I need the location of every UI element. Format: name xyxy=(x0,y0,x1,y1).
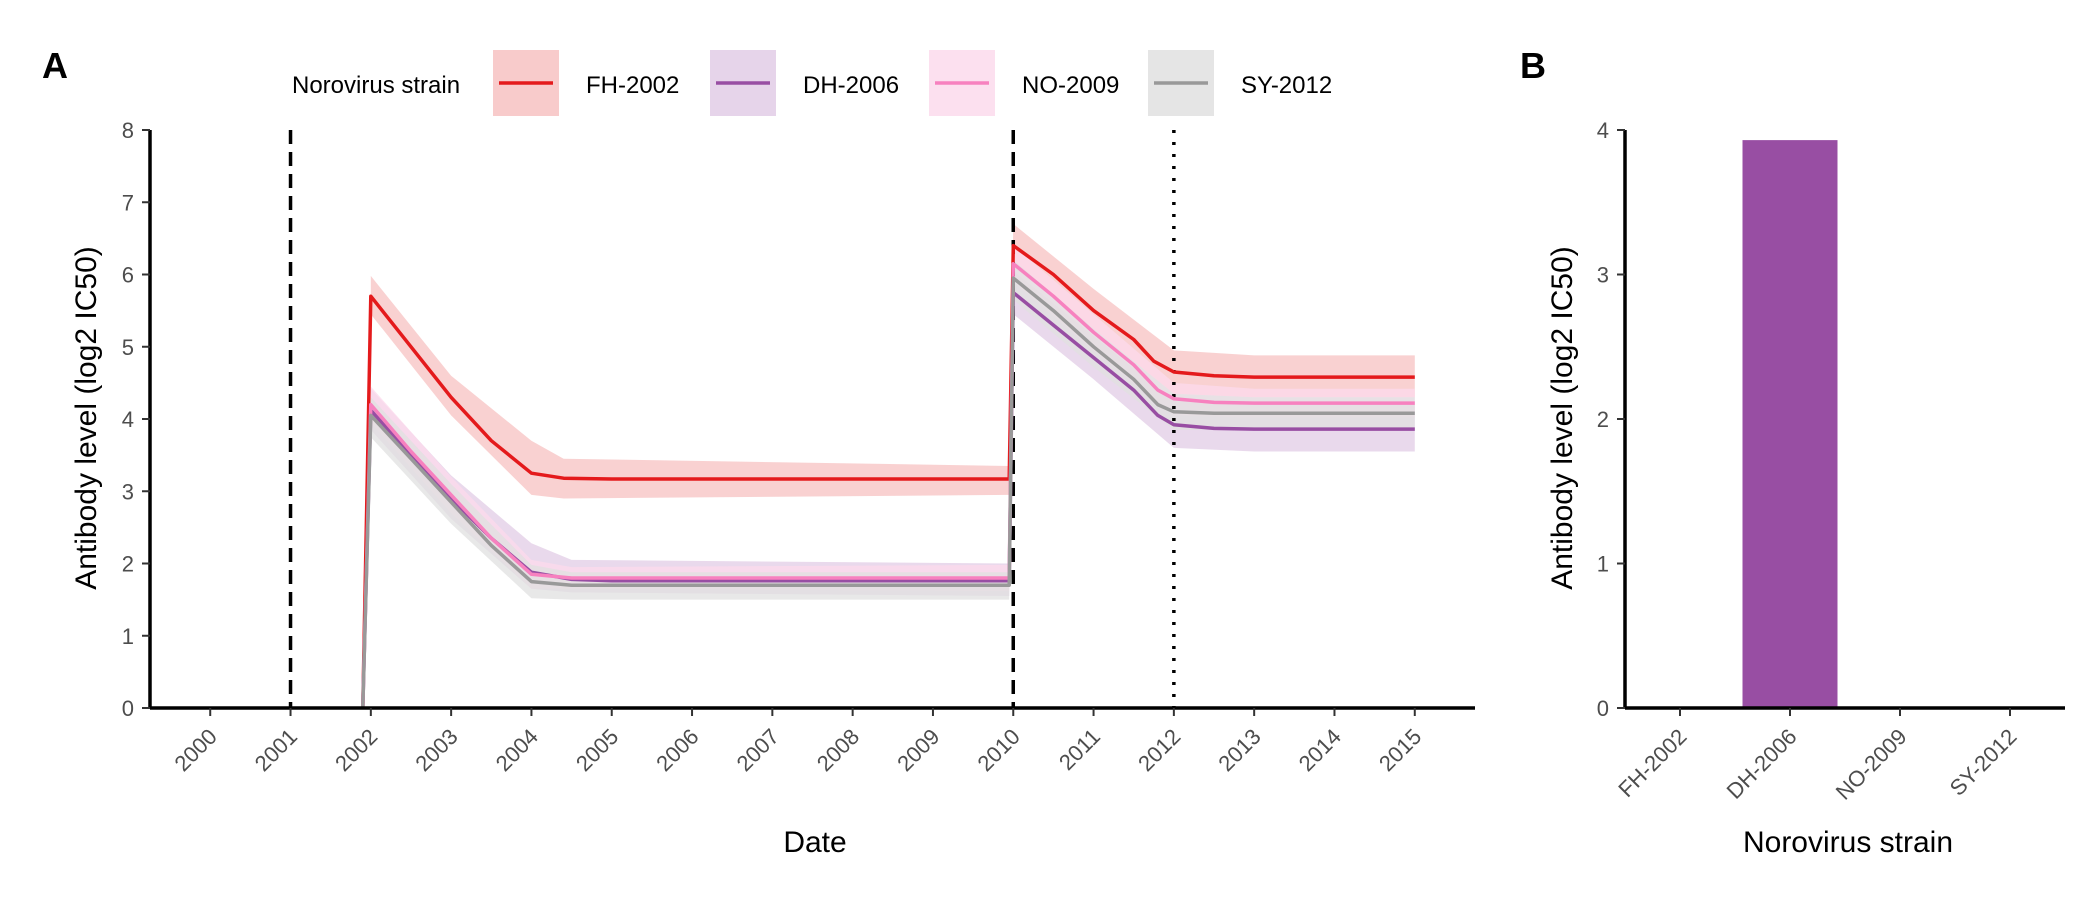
panel-a-label: A xyxy=(42,45,68,86)
x-tick-label: 2001 xyxy=(250,724,302,776)
legend-label-sy-2012: SY-2012 xyxy=(1241,72,1332,99)
y-tick-label: 7 xyxy=(122,190,134,215)
x-tick-label: 2014 xyxy=(1294,724,1346,776)
legend-label-no-2009: NO-2009 xyxy=(1022,72,1119,99)
legend-label-dh-2006: DH-2006 xyxy=(803,72,899,99)
x-tick-label: 2012 xyxy=(1133,724,1185,776)
y-tick-label: 6 xyxy=(122,263,134,288)
legend-label-fh-2002: FH-2002 xyxy=(586,72,679,99)
x-tick-label: 2004 xyxy=(491,724,543,776)
legend: Norovirus strain FH-2002 DH-2006 NO-2009 SY… xyxy=(292,50,1332,116)
y-tick-label: 4 xyxy=(122,407,134,432)
legend-title: Norovirus strain xyxy=(292,72,460,99)
y-tick-label: 1 xyxy=(122,624,134,649)
x-tick-label: NO-2009 xyxy=(1831,724,1912,805)
panel-b: B 0 1 2 3 4 FH-2002 DH-2006 NO-2009 SY-2012 Noro… xyxy=(1520,45,2065,859)
y-tick-label: 5 xyxy=(122,335,134,360)
panel-b-y-axis-title: Antibody level (log2 IC50) xyxy=(1546,246,1579,590)
y-tick-label: 2 xyxy=(122,552,134,577)
confidence-band-fh-2002 xyxy=(370,223,1415,499)
x-tick-label: 2009 xyxy=(892,724,944,776)
panel-b-x-axis-title: Norovirus strain xyxy=(1743,826,1953,859)
panel-b-bars xyxy=(1742,140,1838,709)
x-tick-label: 2005 xyxy=(571,724,623,776)
series-line-dh-2006 xyxy=(361,290,1415,709)
x-tick-label: 2002 xyxy=(330,724,382,776)
panel-a-vertical-lines xyxy=(288,130,1176,708)
panel-a: A 0 1 2 3 4 5 6 7 8 2000 2001 2002 2003 2004 2005 2006 2… xyxy=(42,45,1475,859)
x-tick-label: SY-2012 xyxy=(1945,724,2022,801)
y-tick-label: 1 xyxy=(1597,552,1609,577)
x-tick-label: FH-2002 xyxy=(1613,724,1691,802)
series-line-sy-2012 xyxy=(361,276,1415,709)
x-tick-label: 2011 xyxy=(1054,724,1105,775)
panel-a-bands xyxy=(370,223,1415,600)
panel-a-series-lines xyxy=(361,243,1415,709)
panel-a-x-axis-title: Date xyxy=(783,826,846,859)
x-tick-label: 2015 xyxy=(1374,724,1426,776)
bar-dh-2006 xyxy=(1742,140,1838,709)
x-tick-label: 2007 xyxy=(732,724,784,776)
y-tick-label: 3 xyxy=(1597,263,1609,288)
x-tick-label: 2000 xyxy=(169,724,221,776)
y-tick-label: 8 xyxy=(122,118,134,143)
x-tick-label: 2008 xyxy=(812,724,864,776)
x-tick-label: 2006 xyxy=(651,724,703,776)
y-tick-label: 3 xyxy=(122,479,134,504)
y-tick-label: 2 xyxy=(1597,407,1609,432)
x-tick-label: DH-2006 xyxy=(1722,724,1802,804)
confidence-band-dh-2006 xyxy=(370,270,1415,596)
x-tick-label: 2003 xyxy=(410,724,462,776)
panel-a-y-axis-title: Antibody level (log2 IC50) xyxy=(70,246,103,590)
panel-b-label: B xyxy=(1520,45,1546,86)
y-tick-label: 0 xyxy=(122,696,134,721)
y-tick-label: 4 xyxy=(1597,118,1609,143)
x-tick-label: 2010 xyxy=(973,724,1025,776)
y-tick-label: 0 xyxy=(1597,696,1609,721)
x-tick-label: 2013 xyxy=(1213,724,1265,776)
